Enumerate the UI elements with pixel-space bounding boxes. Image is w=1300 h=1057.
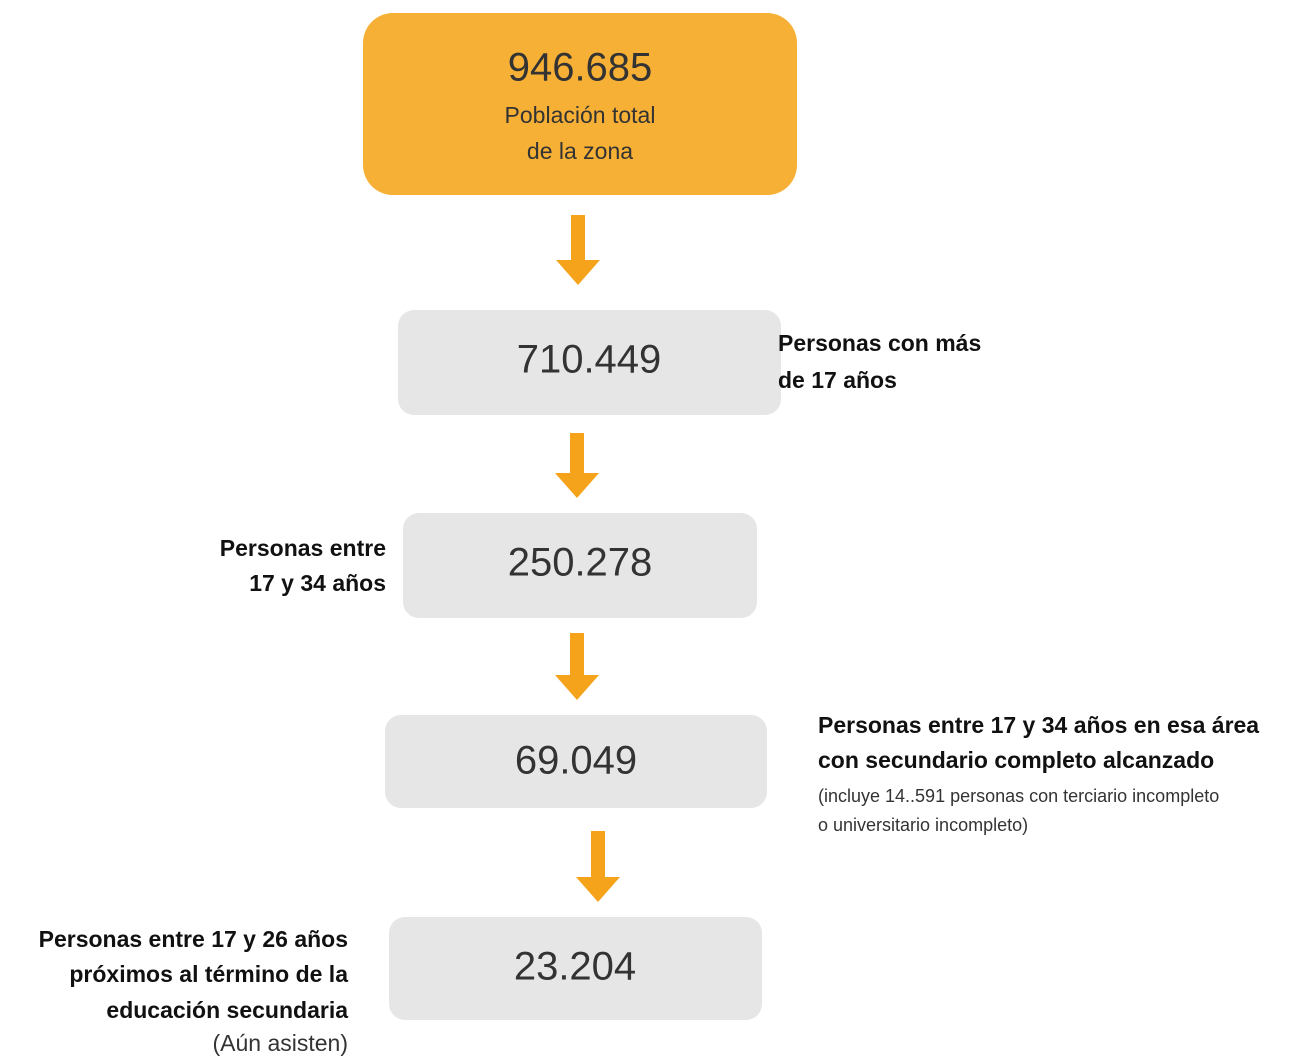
note: (Aún asisten) bbox=[212, 1030, 348, 1056]
note: o universitario incompleto) bbox=[818, 815, 1028, 835]
label: Personas con más bbox=[778, 330, 981, 356]
label: Personas entre 17 y 26 años bbox=[39, 926, 348, 952]
value: 69.049 bbox=[515, 739, 637, 783]
box bbox=[385, 715, 767, 808]
value: 710.449 bbox=[517, 338, 662, 382]
total-value: 946.685 bbox=[508, 46, 653, 90]
label: 17 y 34 años bbox=[249, 570, 386, 596]
label: con secundario completo alcanzado bbox=[818, 747, 1214, 773]
label: de 17 años bbox=[778, 367, 897, 393]
label: Personas entre bbox=[220, 535, 386, 561]
arrow bbox=[555, 633, 599, 700]
total-box bbox=[363, 13, 797, 195]
box bbox=[389, 917, 762, 1020]
label: educación secundaria bbox=[106, 997, 348, 1023]
arrow bbox=[576, 831, 620, 902]
arrow bbox=[556, 215, 600, 285]
total-label: de la zona bbox=[527, 138, 633, 164]
label: próximos al término de la bbox=[69, 961, 348, 987]
value: 250.278 bbox=[508, 541, 653, 585]
box bbox=[398, 310, 781, 415]
arrow bbox=[555, 433, 599, 498]
box bbox=[403, 513, 757, 618]
total-label: Población total bbox=[505, 102, 656, 128]
value: 23.204 bbox=[514, 945, 636, 989]
label: Personas entre 17 y 34 años en esa área bbox=[818, 712, 1259, 738]
note: (incluye 14..591 personas con terciario … bbox=[818, 786, 1219, 806]
